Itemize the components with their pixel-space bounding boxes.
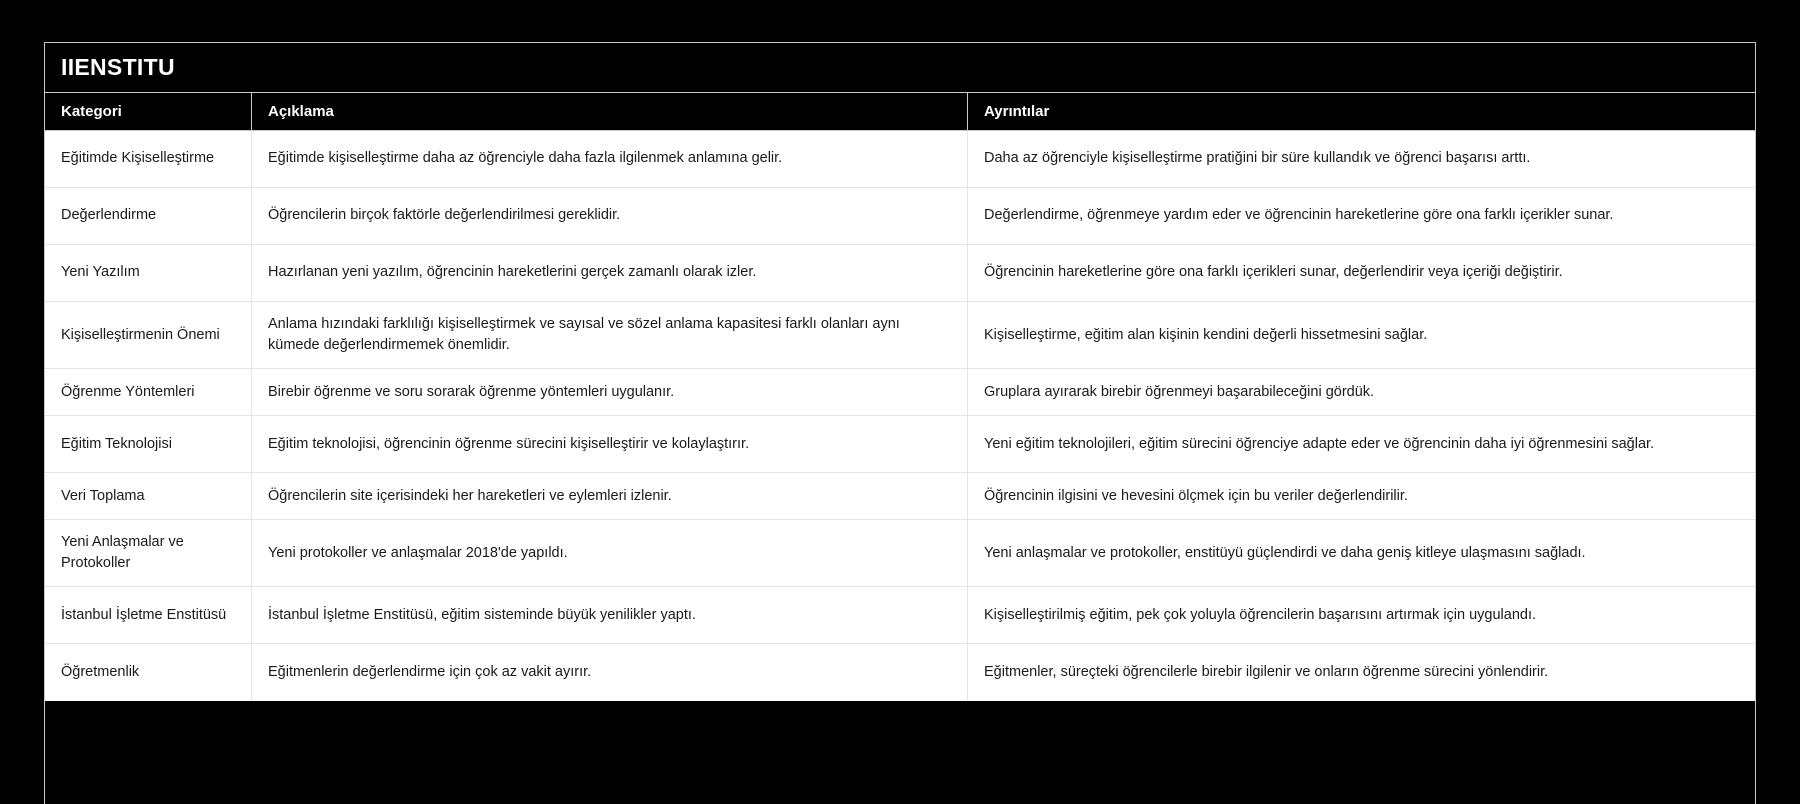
cell-ayrintilar: Kişiselleştirme, eğitim alan kişinin ken… — [967, 302, 1755, 369]
cell-kategori: Değerlendirme — [61, 207, 157, 224]
table-row[interactable]: Eğitimde Kişiselleştirme Eğitimde kişise… — [45, 131, 1755, 188]
cell-ayrintilar: Daha az öğrenciyle kişiselleştirme prati… — [967, 131, 1755, 187]
cell-aciklama: Öğrencilerin site içerisindeki her harek… — [251, 473, 967, 520]
cell-kategori: Veri Toplama — [61, 487, 145, 504]
cell-kategori: Eğitim Teknolojisi — [61, 435, 172, 452]
cell-aciklama: Eğitimde kişiselleştirme daha az öğrenci… — [251, 131, 967, 187]
cell-kategori: Öğrenme Yöntemleri — [61, 383, 195, 400]
cell-kategori: Öğretmenlik — [61, 664, 140, 681]
table-row[interactable]: Yeni Anlaşmalar ve Protokoller Yeni prot… — [45, 520, 1755, 588]
table-row[interactable]: Kişiselleştirmenin Önemi Anlama hızındak… — [45, 302, 1755, 370]
cell-aciklama: Öğrencilerin birçok faktörle değerlendir… — [251, 188, 967, 244]
table-row[interactable]: Öğrenme Yöntemleri Birebir öğrenme ve so… — [45, 369, 1755, 417]
table-title-bar: IIENSTITU — [45, 43, 1755, 93]
table-row[interactable]: Eğitim Teknolojisi Eğitim teknolojisi, ö… — [45, 416, 1755, 474]
cell-ayrintilar: Öğrencinin ilgisini ve hevesini ölçmek i… — [967, 473, 1755, 520]
cell-aciklama: Anlama hızındaki farklılığı kişiselleşti… — [251, 302, 967, 369]
cell-aciklama: Yeni protokoller ve anlaşmalar 2018'de y… — [251, 520, 967, 587]
table-row[interactable]: Değerlendirme Öğrencilerin birçok faktör… — [45, 188, 1755, 245]
cell-ayrintilar: Gruplara ayırarak birebir öğrenmeyi başa… — [967, 369, 1755, 416]
table-row[interactable]: Veri Toplama Öğrencilerin site içerisind… — [45, 473, 1755, 521]
cell-kategori: Eğitimde Kişiselleştirme — [61, 150, 215, 167]
cell-aciklama: Hazırlanan yeni yazılım, öğrencinin hare… — [251, 245, 967, 301]
column-header-kategori[interactable]: Kategori — [61, 103, 122, 120]
data-table: IIENSTITU Kategori Açıklama Ayrıntılar E… — [44, 42, 1756, 804]
cell-ayrintilar: Kişiselleştirilmiş eğitim, pek çok yoluy… — [967, 587, 1755, 644]
cell-aciklama: İstanbul İşletme Enstitüsü, eğitim siste… — [251, 587, 967, 644]
column-header-aciklama[interactable]: Açıklama — [251, 93, 967, 130]
cell-ayrintilar: Değerlendirme, öğrenmeye yardım eder ve … — [967, 188, 1755, 244]
cell-aciklama: Eğitmenlerin değerlendirme için çok az v… — [251, 644, 967, 702]
table-row[interactable]: Öğretmenlik Eğitmenlerin değerlendirme i… — [45, 644, 1755, 702]
cell-aciklama: Eğitim teknolojisi, öğrencinin öğrenme s… — [251, 416, 967, 473]
brand-title: IIENSTITU — [61, 54, 175, 80]
cell-kategori: Yeni Yazılım — [61, 264, 140, 281]
cell-ayrintilar: Eğitmenler, süreçteki öğrencilerle bireb… — [967, 644, 1755, 702]
cell-ayrintilar: Öğrencinin hareketlerine göre ona farklı… — [967, 245, 1755, 301]
cell-kategori: Kişiselleştirmenin Önemi — [61, 326, 220, 343]
table-row[interactable]: Yeni Yazılım Hazırlanan yeni yazılım, öğ… — [45, 245, 1755, 302]
cell-kategori: Yeni Anlaşmalar ve Protokoller — [61, 534, 184, 572]
table-row[interactable]: İstanbul İşletme Enstitüsü İstanbul İşle… — [45, 587, 1755, 645]
column-header-ayrintilar[interactable]: Ayrıntılar — [967, 93, 1755, 130]
table-header-row: Kategori Açıklama Ayrıntılar — [45, 93, 1755, 131]
cell-ayrintilar: Yeni anlaşmalar ve protokoller, enstitüy… — [967, 520, 1755, 587]
table-body: Eğitimde Kişiselleştirme Eğitimde kişise… — [45, 131, 1755, 702]
cell-aciklama: Birebir öğrenme ve soru sorarak öğrenme … — [251, 369, 967, 416]
cell-kategori: İstanbul İşletme Enstitüsü — [61, 606, 227, 623]
cell-ayrintilar: Yeni eğitim teknolojileri, eğitim süreci… — [967, 416, 1755, 473]
